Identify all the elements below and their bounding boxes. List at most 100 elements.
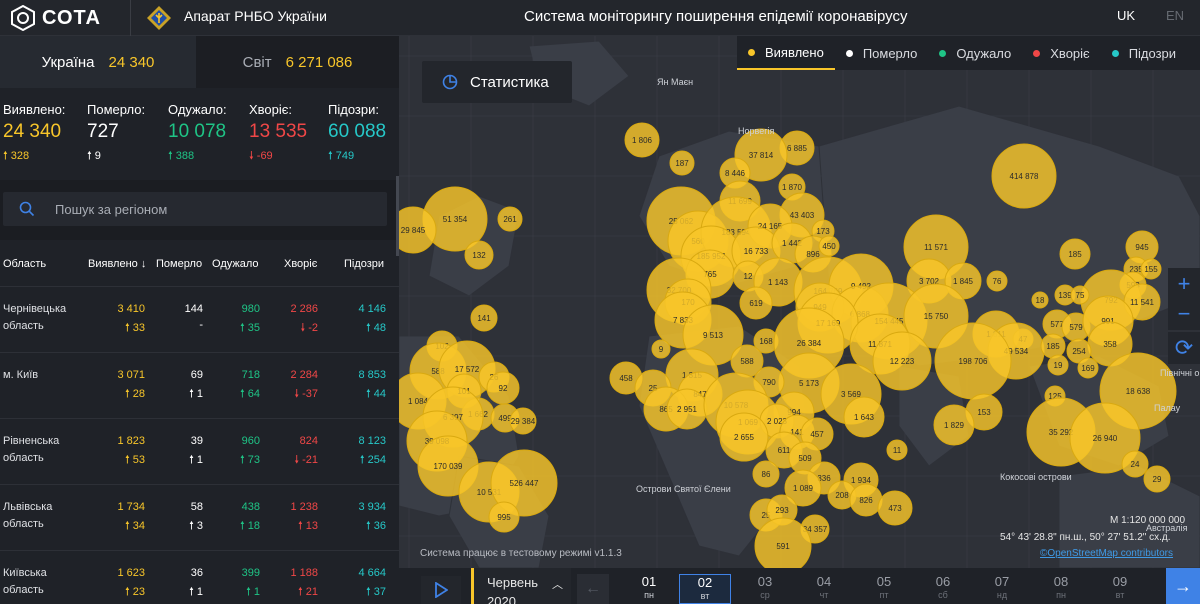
case-bubble[interactable]: 9 xyxy=(651,339,671,359)
osm-attribution-link[interactable]: ©OpenStreetMap contributors xyxy=(1040,548,1173,559)
table-row[interactable]: м. Київ 3 071 🠕 28 69 🠕 1 718 🠕 64 2 284 🠗 -37 8 … xyxy=(0,352,399,418)
column-suspected[interactable]: Підозри xyxy=(344,258,385,270)
case-bubble[interactable]: 18 xyxy=(1031,291,1049,309)
timeline-day[interactable]: 07 нд xyxy=(976,574,1028,604)
day-weekday: вт xyxy=(1115,590,1125,600)
bubble-label: 293 xyxy=(775,506,789,515)
case-bubble[interactable]: 24 xyxy=(1121,450,1149,478)
day-number: 03 xyxy=(757,574,773,589)
timeline-day[interactable]: 03 ср xyxy=(739,574,791,604)
language-uk-button[interactable]: UK xyxy=(1117,8,1136,23)
legend-item[interactable]: Хворіє xyxy=(1022,36,1100,70)
column-recovered[interactable]: Одужало xyxy=(212,258,259,270)
case-bubble[interactable]: 619 xyxy=(739,286,773,320)
zoom-out-button[interactable]: − xyxy=(1168,298,1200,330)
case-bubble[interactable]: 185 xyxy=(1040,333,1066,359)
case-bubble[interactable]: 155 xyxy=(1140,258,1162,280)
region-search-input[interactable] xyxy=(55,192,375,226)
case-bubble[interactable]: 208 xyxy=(827,480,857,510)
case-bubble[interactable]: 1 829 xyxy=(933,404,975,446)
timeline-day[interactable]: 02 вт xyxy=(679,574,731,604)
case-bubble[interactable]: 141 xyxy=(470,304,498,332)
legend-item[interactable]: Померло xyxy=(835,36,929,70)
case-bubble[interactable]: 185 xyxy=(1059,238,1091,270)
case-bubble[interactable]: 261 xyxy=(497,206,523,232)
case-bubble[interactable]: 26 940 xyxy=(1069,402,1141,474)
case-bubble[interactable]: 132 xyxy=(464,240,494,270)
case-bubble[interactable]: 473 xyxy=(877,490,913,526)
case-bubble[interactable]: 8 446 xyxy=(719,157,751,189)
timeline-day[interactable]: 01 пн xyxy=(623,574,675,604)
case-bubble[interactable]: 169 xyxy=(1077,357,1099,379)
case-bubble[interactable]: 29 845 xyxy=(399,206,437,254)
timeline-day[interactable]: 08 пн xyxy=(1035,574,1087,604)
case-bubble[interactable]: 86 xyxy=(752,460,780,488)
column-detected[interactable]: Виявлено ↓ xyxy=(88,258,147,270)
case-bubble[interactable]: 450 xyxy=(818,235,840,257)
scope-tab-ukraine[interactable]: Україна 24 340 xyxy=(0,36,196,88)
timeline-day[interactable]: 06 сб xyxy=(917,574,969,604)
case-bubble[interactable]: 187 xyxy=(669,150,695,176)
legend-item[interactable]: Підозри xyxy=(1101,36,1187,70)
table-row[interactable]: Рівненська область 1 823 🠕 53 39 🠕 1 960 🠕 73 8… xyxy=(0,418,399,484)
case-bubble[interactable]: 1 806 xyxy=(624,122,660,158)
logo[interactable]: СОТА xyxy=(10,5,101,31)
column-died[interactable]: Померло xyxy=(156,258,203,270)
case-bubble[interactable]: 826 xyxy=(849,483,883,517)
case-bubble[interactable]: 19 xyxy=(1047,354,1069,376)
day-weekday: сб xyxy=(938,590,948,600)
table-row[interactable]: Київська область 1 623 🠕 23 36 🠕 1 399 🠕 1 1 18… xyxy=(0,550,399,604)
legend-item[interactable]: Виявлено xyxy=(737,36,835,70)
bubble-label: 26 384 xyxy=(797,339,822,348)
case-bubble[interactable]: 591 xyxy=(754,517,812,568)
column-region[interactable]: Область xyxy=(3,258,47,270)
case-bubble[interactable]: 29 384 xyxy=(509,407,537,435)
arrow-up-icon: 🠕 xyxy=(124,454,133,466)
case-bubble[interactable]: 76 xyxy=(986,270,1008,292)
table-row[interactable]: Львівська область 1 734 🠕 34 58 🠕 3 438 🠕 18 1 … xyxy=(0,484,399,550)
table-row[interactable]: Чернівецька область 3 410 🠕 33 144 - 980 🠕 35 2… xyxy=(0,286,399,352)
case-bubble[interactable]: 1 089 xyxy=(784,469,822,507)
arrow-left-icon: ← xyxy=(585,580,601,597)
cell-suspected: 8 123 xyxy=(358,435,386,447)
case-bubble[interactable]: 995 xyxy=(488,501,520,533)
case-bubble[interactable]: 11 xyxy=(886,439,908,461)
left-panel-scrollbar[interactable] xyxy=(396,176,399,256)
cell-detected: 1 734 xyxy=(117,501,145,513)
month-selector[interactable]: Червень ︿ 2020 xyxy=(471,568,571,604)
timeline-day[interactable]: 04 чт xyxy=(798,574,850,604)
language-en-button[interactable]: EN xyxy=(1166,8,1185,23)
scope-tab-world[interactable]: Світ 6 271 086 xyxy=(196,36,399,88)
case-bubble[interactable]: 198 706 xyxy=(934,322,1012,400)
scope-world-value: 6 271 086 xyxy=(285,53,353,71)
bubble-label: 826 xyxy=(859,496,873,505)
bubble-label: 1 143 xyxy=(768,278,789,287)
bubble-label: 1 089 xyxy=(793,484,814,493)
timeline-day[interactable]: 05 пт xyxy=(858,574,910,604)
play-button[interactable] xyxy=(421,576,461,604)
case-bubble[interactable]: 12 223 xyxy=(872,331,932,391)
case-bubble[interactable]: 414 878 xyxy=(991,143,1057,209)
case-bubble[interactable]: 1 643 xyxy=(843,396,885,438)
statistics-button[interactable]: Статистика xyxy=(422,61,572,103)
legend-item[interactable]: Одужало xyxy=(928,36,1022,70)
case-bubble[interactable]: 526 447 xyxy=(490,449,558,517)
case-bubble[interactable]: 29 xyxy=(1143,465,1171,493)
map-label: Норвегія xyxy=(738,126,775,136)
column-sick[interactable]: Хворіє xyxy=(284,258,318,270)
bubble-label: 473 xyxy=(888,504,902,513)
reset-view-button[interactable]: ⟳ xyxy=(1168,332,1200,364)
next-date-button[interactable]: → xyxy=(1166,568,1200,604)
previous-date-button[interactable]: ← xyxy=(577,574,609,604)
day-number: 08 xyxy=(1053,574,1069,589)
case-bubble[interactable]: 92 xyxy=(486,371,520,405)
region-search-box[interactable] xyxy=(3,192,387,226)
timeline-day[interactable]: 09 вт xyxy=(1094,574,1146,604)
zoom-in-button[interactable]: + xyxy=(1168,268,1200,300)
case-bubble[interactable]: 2 655 xyxy=(719,412,769,462)
case-bubble[interactable]: 2 951 xyxy=(666,388,708,430)
arrow-up-icon: 🠕 xyxy=(365,388,374,400)
case-bubble[interactable]: 75 xyxy=(1070,285,1090,305)
total-suspected-label: Підозри: xyxy=(328,102,379,117)
